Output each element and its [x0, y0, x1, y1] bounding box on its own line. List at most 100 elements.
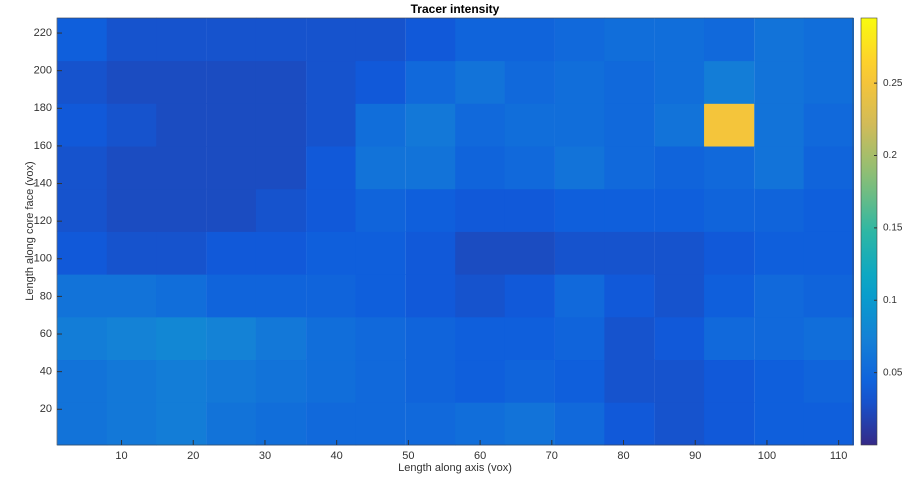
- heatmap-cell: [156, 231, 207, 275]
- heatmap-cell: [554, 103, 606, 147]
- heatmap-cell: [355, 274, 406, 318]
- y-tick-label: 160: [34, 140, 52, 152]
- heatmap-cell: [106, 274, 157, 318]
- x-tick-label: 70: [546, 450, 558, 462]
- x-tick-label: 10: [115, 450, 127, 462]
- x-tick-label: 30: [259, 450, 271, 462]
- y-tick-label: 80: [40, 290, 52, 302]
- heatmap-cell: [554, 402, 606, 446]
- heatmap-cell: [504, 274, 555, 318]
- chart-title: Tracer intensity: [411, 2, 500, 16]
- heatmap-cell: [306, 146, 357, 190]
- heatmap-cell: [57, 60, 108, 104]
- heatmap-cell: [654, 231, 705, 275]
- heatmap-cell: [355, 402, 406, 446]
- heatmap-cell: [455, 359, 506, 403]
- heatmap-cell: [156, 274, 207, 318]
- heatmap-cell: [554, 274, 606, 318]
- heatmap-cell: [255, 231, 307, 275]
- heatmap-cell: [704, 402, 755, 446]
- heatmap-cell: [455, 231, 506, 275]
- heatmap-cell: [604, 188, 655, 232]
- heatmap-cell: [106, 359, 157, 403]
- heatmap-cell: [206, 103, 257, 147]
- heatmap-cell: [206, 17, 257, 62]
- heatmap-cell: [206, 359, 257, 403]
- heatmap-cell: [405, 146, 456, 190]
- heatmap-cell: [455, 146, 506, 190]
- heatmap-cell: [255, 17, 307, 62]
- heatmap-cell: [704, 103, 755, 147]
- heatmap-cell: [803, 60, 854, 104]
- heatmap-cell: [206, 146, 257, 190]
- heatmap-cell: [654, 402, 705, 446]
- heatmap-cell: [554, 188, 606, 232]
- heatmap-cell: [206, 60, 257, 104]
- heatmap-cell: [206, 188, 257, 232]
- heatmap-cell: [654, 103, 705, 147]
- heatmap-cell: [355, 103, 406, 147]
- heatmap-cell: [255, 103, 307, 147]
- colorbar-tick-label: 0.2: [883, 150, 897, 161]
- heatmap-cell: [57, 17, 108, 62]
- heatmap-cell: [106, 402, 157, 446]
- heatmap-cell: [57, 188, 108, 232]
- heatmap-cell: [355, 316, 406, 361]
- y-tick-label: 100: [34, 253, 52, 265]
- x-tick-label: 110: [830, 450, 848, 462]
- y-tick-label: 60: [40, 328, 52, 340]
- heatmap-cell: [554, 316, 606, 361]
- heatmap-cell: [754, 402, 805, 446]
- heatmap-cell: [206, 231, 257, 275]
- heatmap-cell: [57, 402, 108, 446]
- x-tick-label: 80: [617, 450, 629, 462]
- y-tick-label: 180: [34, 102, 52, 114]
- heatmap-cell: [803, 103, 854, 147]
- heatmap-cell: [355, 60, 406, 104]
- heatmap-cell: [704, 60, 755, 104]
- x-tick-label: 60: [474, 450, 486, 462]
- heatmap-cell: [455, 103, 506, 147]
- heatmap-cell: [306, 60, 357, 104]
- heatmap-cell: [355, 359, 406, 403]
- heatmap-cell: [803, 316, 854, 361]
- heatmap-cell: [604, 359, 655, 403]
- heatmap-cell: [255, 316, 307, 361]
- heatmap-cell: [255, 60, 307, 104]
- heatmap-cell: [754, 17, 805, 62]
- heatmap-cell: [206, 402, 257, 446]
- heatmap-cell: [106, 103, 157, 147]
- heatmap-cell: [255, 359, 307, 403]
- heatmap-cell: [405, 274, 456, 318]
- heatmap-cell: [57, 359, 108, 403]
- heatmap-cell: [455, 402, 506, 446]
- heatmap-cell: [156, 316, 207, 361]
- heatmap-cell: [306, 316, 357, 361]
- heatmap-cell: [654, 17, 705, 62]
- heatmap-cell: [504, 146, 555, 190]
- heatmap-cell: [754, 60, 805, 104]
- heatmap-cell: [704, 188, 755, 232]
- heatmap-cell: [106, 188, 157, 232]
- heatmap-cell: [106, 17, 157, 62]
- heatmap-cell: [255, 146, 307, 190]
- plot-frame: [56, 17, 854, 446]
- heatmap-cell: [504, 402, 555, 446]
- heatmap-cell: [405, 359, 456, 403]
- colorbar-tick-label: 0.25: [883, 78, 903, 89]
- heatmap-cell: [504, 17, 555, 62]
- heatmap-cell: [106, 146, 157, 190]
- heatmap-cell: [455, 274, 506, 318]
- heatmap-cell: [504, 188, 555, 232]
- x-tick-label: 40: [331, 450, 343, 462]
- heatmap-cell: [355, 231, 406, 275]
- heatmap-cell: [255, 274, 307, 318]
- heatmap-cell: [57, 231, 108, 275]
- heatmap-cell: [57, 146, 108, 190]
- x-axis-label: Length along axis (vox): [398, 462, 512, 474]
- heatmap-cell: [754, 231, 805, 275]
- heatmap-cell: [455, 188, 506, 232]
- y-tick-label: 140: [34, 177, 52, 189]
- heatmap-cell: [306, 231, 357, 275]
- heatmap-cell: [306, 359, 357, 403]
